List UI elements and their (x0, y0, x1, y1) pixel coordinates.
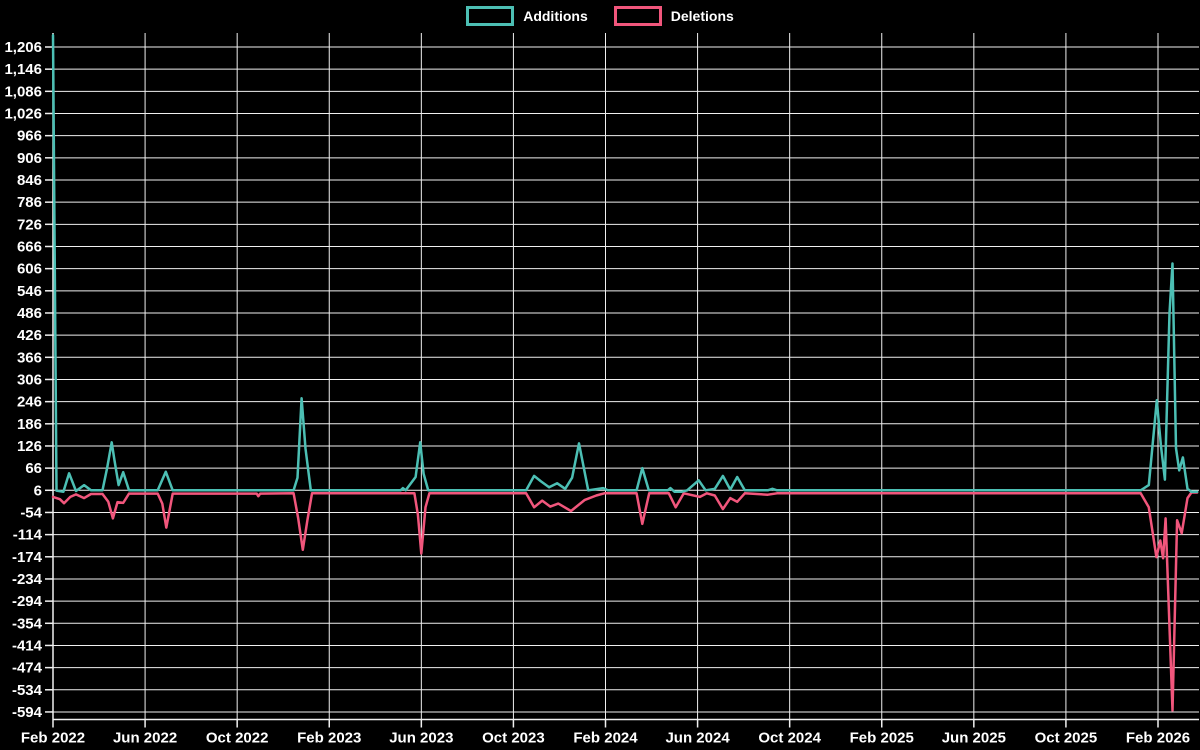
y-tick-label: 66 (25, 460, 42, 477)
x-tick-label: Oct 2023 (482, 730, 545, 747)
y-tick-label: 186 (17, 416, 42, 433)
y-tick-label: -474 (12, 660, 43, 677)
y-tick-label: 846 (17, 172, 42, 189)
y-tick-label: -114 (13, 527, 43, 544)
y-tick-label: -54 (20, 504, 42, 521)
y-tick-label: 726 (17, 216, 42, 233)
x-tick-label: Feb 2024 (573, 730, 638, 747)
y-tick-label: -354 (12, 615, 43, 632)
x-tick-label: Feb 2025 (850, 730, 914, 747)
x-tick-label: Feb 2026 (1126, 730, 1190, 747)
x-tick-label: Jun 2023 (389, 730, 453, 747)
x-tick-label: Jun 2022 (113, 730, 177, 747)
y-tick-label: 546 (17, 283, 42, 300)
x-tick-label: Oct 2022 (206, 730, 269, 747)
x-tick-label: Jun 2025 (942, 730, 1006, 747)
x-tick-label: Feb 2023 (297, 730, 361, 747)
y-tick-label: 606 (17, 261, 42, 278)
additions-line (51, 33, 1199, 494)
y-tick-label: 6 (34, 482, 42, 499)
y-tick-label: 666 (17, 238, 42, 255)
y-tick-label: 246 (17, 394, 42, 411)
x-tick-label: Oct 2024 (758, 730, 821, 747)
x-tick-label: Oct 2025 (1035, 730, 1098, 747)
y-tick-label: -594 (12, 704, 43, 721)
y-tick-label: -234 (12, 571, 43, 588)
y-tick-label: 126 (17, 438, 42, 455)
y-tick-label: -534 (12, 682, 43, 699)
chart-legend: Additions Deletions (0, 6, 1200, 26)
additions-legend-label: Additions (523, 8, 588, 24)
y-tick-label: 1,086 (4, 83, 42, 100)
y-tick-label: 1,206 (4, 39, 42, 56)
y-tick-label: 786 (17, 194, 42, 211)
y-tick-label: 906 (17, 150, 42, 167)
y-tick-label: 1,146 (4, 61, 42, 78)
deletions-legend-label: Deletions (670, 8, 734, 24)
y-tick-label: 426 (17, 327, 42, 344)
y-tick-label: -414 (12, 637, 43, 654)
y-tick-label: -174 (12, 549, 43, 566)
additions-swatch (466, 6, 515, 26)
y-tick-label: 306 (17, 371, 42, 388)
deletions-swatch (613, 6, 662, 26)
legend-item-additions[interactable]: Additions (466, 6, 588, 26)
y-tick-label: 1,026 (4, 105, 42, 122)
x-tick-label: Feb 2022 (21, 730, 85, 747)
y-tick-label: 486 (17, 305, 42, 322)
deletions-line (51, 491, 1199, 712)
y-tick-label: -294 (12, 593, 43, 610)
x-tick-label: Jun 2024 (665, 730, 730, 747)
legend-item-deletions[interactable]: Deletions (613, 6, 734, 26)
y-tick-label: 966 (17, 128, 42, 145)
y-tick-label: 366 (17, 349, 42, 366)
